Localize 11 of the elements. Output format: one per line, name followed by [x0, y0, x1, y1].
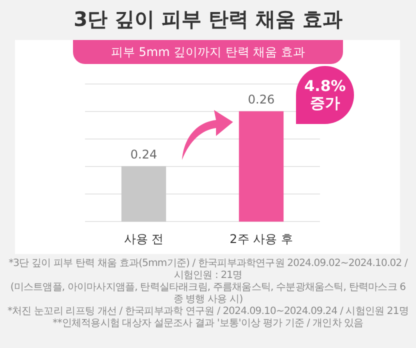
- data-label: 0.24: [130, 148, 158, 162]
- text: **인체적용시험 대상자 설문조사 결과 '보통'이상 평가 기준 / 개인차 있음: [52, 318, 364, 330]
- text: *3단 깊이 피부 탄력 채움 효과(5mm기준) / 한국피부과학연구원 2024.09.02~2024.10.02 / 시험인원 : 21명: [8, 258, 409, 282]
- annotation: 4.8% 증가: [296, 66, 354, 124]
- data-label: 0.26: [248, 92, 275, 107]
- text: (미스트앰플, 아이마사지앰플, 탄력실타래크림, 주름채움스틱, 수분광채움스틱, 탄력마스크 6종 병행 사용 시): [9, 282, 407, 306]
- x-tick-label: 사용 전: [124, 232, 164, 246]
- text: *처진 눈꼬리 리프팅 개선 / 한국피부과학 연구원 / 2024.09.10~2024.09.24 / 시험인원 21명: [6, 306, 410, 318]
- chart-subtitle: 피부 5mm 깊이까지 탄력 채움 효과: [73, 40, 343, 64]
- chart-title: 3단 깊이 피부 탄력 채움 효과: [72, 6, 344, 33]
- x-tick-label: 2주 사용 후: [230, 232, 293, 246]
